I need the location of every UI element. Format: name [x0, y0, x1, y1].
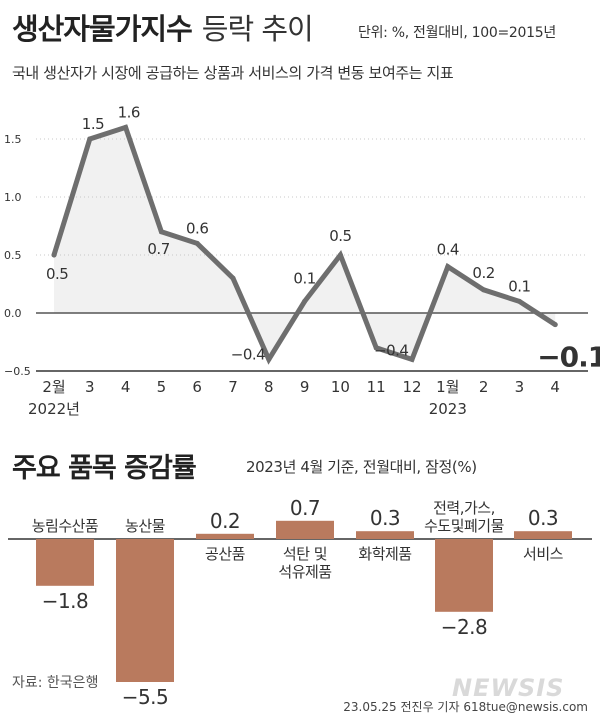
- data-point: [337, 252, 343, 258]
- credit-line: 23.05.25 전진우 기자 618tue@newsis.com: [343, 700, 588, 714]
- data-point: [194, 240, 200, 246]
- unit-note: 단위: %, 전월대비, 100=2015년: [358, 25, 556, 41]
- x-tick-label: 12: [402, 378, 421, 396]
- x-tick-label: 2월: [42, 378, 65, 396]
- bar-category-label: 공산품: [205, 545, 245, 563]
- x-tick-label: 5: [157, 378, 167, 396]
- bar-category-label: 석탄 및: [283, 545, 327, 563]
- data-point: [516, 298, 522, 304]
- data-point: [87, 136, 93, 142]
- bar-value-label: 0.3: [370, 506, 400, 530]
- chart-description: 국내 생산자가 시장에 공급하는 상품과 서비스의 가격 변동 보여주는 지표: [12, 64, 454, 82]
- data-label: 0.1: [508, 277, 530, 295]
- line-chart: 1.5 1.0 0.5 0.0 −0.5 0.5 1.5 1.6 0.7 0.6 −0.4 0.1 0.…: [4, 103, 600, 418]
- bar-category-label: 농산물: [125, 517, 165, 535]
- x-tick-label: 7: [228, 378, 238, 396]
- bar-value-label: 0.2: [210, 509, 240, 533]
- data-point: [481, 287, 487, 293]
- data-label: 0.7: [147, 240, 169, 258]
- x-tick-label: 9: [300, 378, 310, 396]
- page-title: 생산자물가지수 등락 추이: [12, 12, 314, 46]
- bar: [356, 531, 414, 539]
- bar: [116, 539, 174, 682]
- data-label: −0.4: [374, 341, 408, 359]
- y-tick-label: 1.5: [4, 133, 22, 146]
- bar: [514, 531, 572, 539]
- data-point: [230, 275, 236, 281]
- x-tick-label: 6: [192, 378, 202, 396]
- y-tick-label: 0.0: [4, 307, 22, 320]
- year-label: 2023: [429, 400, 467, 418]
- data-point: [123, 124, 129, 130]
- data-label: 0.5: [46, 265, 68, 283]
- y-tick-label: 0.5: [4, 249, 22, 262]
- bar-category-label: 농림수산품: [32, 517, 99, 535]
- y-tick-label: 1.0: [4, 191, 22, 204]
- data-point: [373, 345, 379, 351]
- y-tick-label: −0.5: [4, 365, 31, 378]
- x-tick-label: 4: [121, 378, 131, 396]
- data-point: [266, 356, 272, 362]
- newsis-watermark-logo: NEWSIS: [452, 674, 565, 702]
- data-point: [158, 229, 164, 235]
- x-tick-label: 1월: [436, 378, 459, 396]
- source-note: 자료: 한국은행: [12, 675, 99, 691]
- bar-value-label: −5.5: [122, 685, 169, 709]
- bar-category-label: 전력,가스,: [433, 499, 495, 517]
- year-label: 2022년: [28, 400, 80, 418]
- section-note: 2023년 4월 기준, 전월대비, 잠정(%): [246, 458, 477, 476]
- bar-value-label: 0.7: [290, 496, 320, 520]
- bar-value-label: −2.8: [441, 615, 488, 639]
- x-tick-label: 4: [550, 378, 560, 396]
- data-label: 1.6: [118, 103, 140, 121]
- data-label: −0.4: [231, 345, 265, 363]
- bar-category-label: 수도및폐기물: [424, 517, 504, 535]
- data-point: [409, 356, 415, 362]
- data-label: 0.5: [329, 227, 351, 245]
- data-label: −0.1: [537, 341, 600, 374]
- data-label: 0.4: [437, 241, 459, 259]
- data-label: 0.1: [293, 269, 315, 287]
- data-point: [552, 322, 558, 328]
- x-tick-label: 8: [264, 378, 274, 396]
- bar: [435, 539, 493, 612]
- data-point: [445, 264, 451, 270]
- data-label: 0.2: [472, 264, 494, 282]
- x-tick-label: 3: [515, 378, 525, 396]
- x-tick-label: 11: [367, 378, 386, 396]
- bar-category-label: 화학제품: [358, 545, 411, 563]
- bar-category-label: 석유제품: [278, 563, 331, 581]
- bar: [196, 533, 254, 539]
- data-point: [302, 298, 308, 304]
- data-label: 0.6: [186, 219, 208, 237]
- area-fill: [54, 127, 556, 360]
- x-tick-label: 2: [479, 378, 489, 396]
- bar: [36, 539, 94, 586]
- section-title: 주요 품목 증감률: [12, 453, 197, 484]
- data-label: 1.5: [82, 115, 104, 133]
- bar-category-label: 서비스: [523, 545, 564, 563]
- bar-value-label: 0.3: [528, 506, 558, 530]
- data-point: [51, 252, 57, 258]
- bar: [276, 520, 334, 539]
- x-tick-label: 3: [85, 378, 95, 396]
- x-tick-label: 10: [331, 378, 350, 396]
- bar-value-label: −1.8: [42, 589, 89, 613]
- page-subtitle: 등락 추이: [201, 12, 314, 46]
